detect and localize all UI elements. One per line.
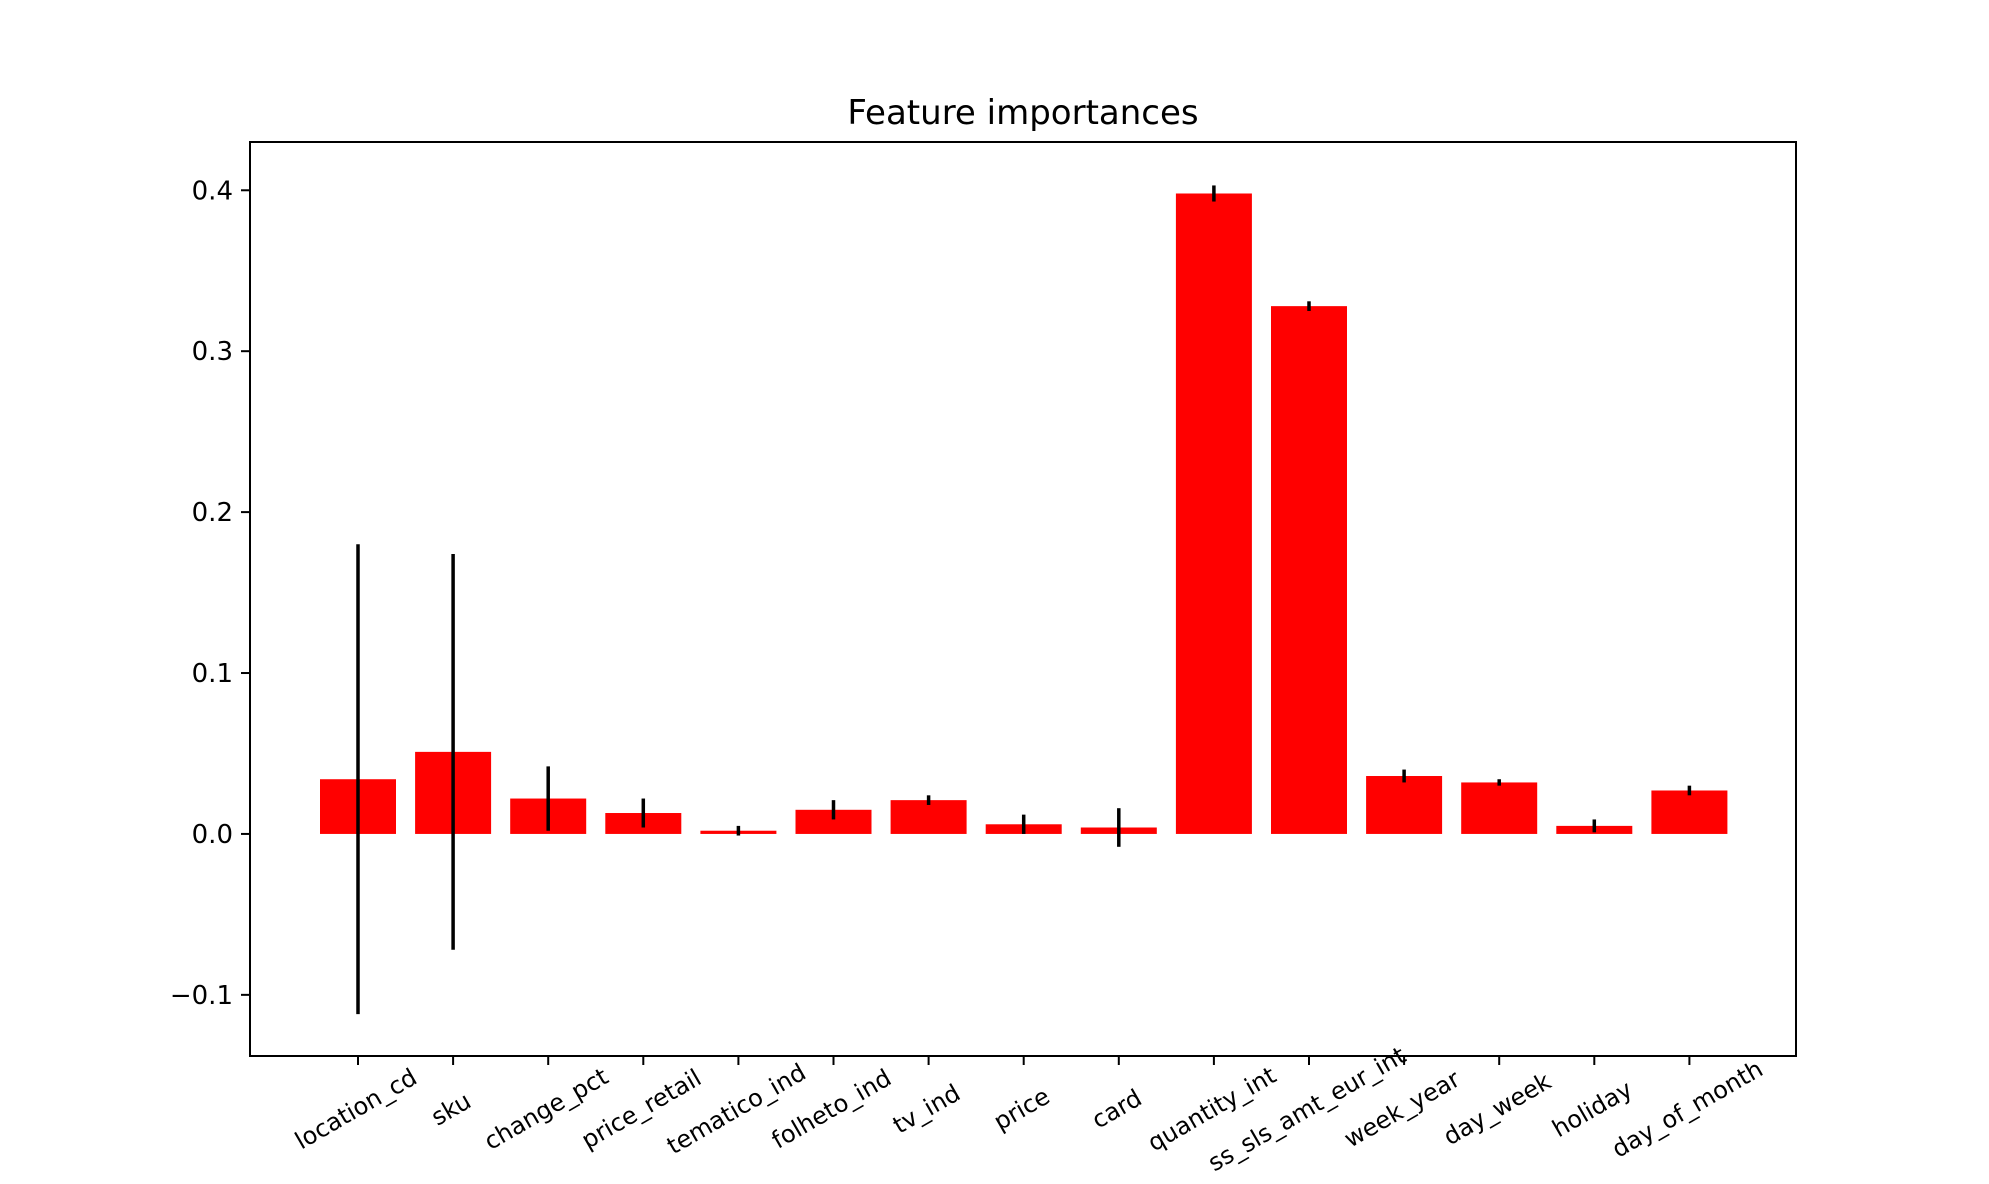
bar-day_of_month [1651, 790, 1728, 834]
bar-ss_sls_amt_eur_int [1271, 306, 1347, 834]
bar-week_year [1366, 776, 1443, 834]
y-tick-label: 0.1 [192, 659, 233, 689]
y-axis: −0.1 0.0 0.1 0.2 0.3 0.4 [170, 176, 250, 1011]
x-tick-label: tv_ind [888, 1079, 965, 1140]
plot-frame [249, 141, 1797, 1057]
error-bars-layer [356, 185, 1692, 1015]
x-tick-label: price [989, 1082, 1055, 1136]
x-tick-label: card [1087, 1084, 1147, 1135]
bars-layer [320, 193, 1728, 834]
x-tick-label: sku [426, 1087, 475, 1132]
y-tick-label: 0.0 [192, 820, 233, 850]
bar-day_week [1461, 782, 1538, 834]
y-tick-label: −0.1 [170, 981, 233, 1011]
x-tick-label: location_cd [290, 1063, 421, 1155]
y-tick-label: 0.2 [192, 498, 233, 528]
y-tick-label: 0.3 [192, 337, 233, 367]
bar-quantity_int [1175, 193, 1252, 834]
bar-tv_ind [890, 800, 967, 834]
x-tick-label: day_of_month [1607, 1055, 1768, 1164]
chart-title: Feature importances [847, 93, 1198, 133]
y-tick-label: 0.4 [192, 176, 233, 206]
x-axis: location_cd sku change_pctprice_retailtema… [290, 1041, 1767, 1177]
